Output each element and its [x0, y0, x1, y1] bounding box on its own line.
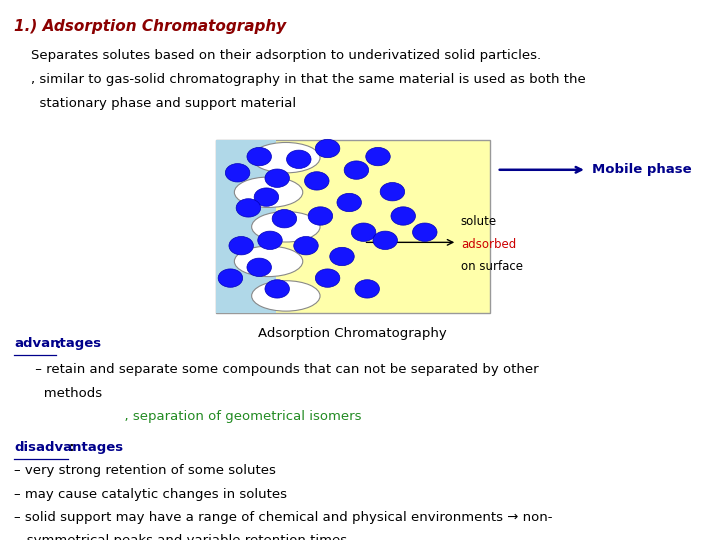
- Circle shape: [413, 223, 437, 241]
- Text: Mobile phase: Mobile phase: [592, 163, 691, 176]
- Circle shape: [247, 147, 271, 166]
- Text: – very strong retention of some solutes: – very strong retention of some solutes: [14, 464, 276, 477]
- Text: solute: solute: [461, 215, 497, 228]
- Circle shape: [265, 169, 289, 187]
- Circle shape: [391, 207, 415, 225]
- Circle shape: [258, 231, 282, 249]
- Ellipse shape: [252, 212, 320, 242]
- FancyBboxPatch shape: [216, 140, 490, 313]
- Ellipse shape: [235, 177, 302, 207]
- Circle shape: [344, 161, 369, 179]
- Text: 1.) Adsorption Chromatography: 1.) Adsorption Chromatography: [14, 19, 287, 34]
- Circle shape: [229, 237, 253, 255]
- Circle shape: [308, 207, 333, 225]
- Text: – solid support may have a range of chemical and physical environments → non-: – solid support may have a range of chem…: [14, 511, 553, 524]
- Text: adsorbed: adsorbed: [461, 238, 516, 251]
- Text: – may cause catalytic changes in solutes: – may cause catalytic changes in solutes: [14, 488, 287, 501]
- Circle shape: [315, 269, 340, 287]
- Circle shape: [305, 172, 329, 190]
- Ellipse shape: [252, 281, 320, 311]
- Circle shape: [351, 223, 376, 241]
- Text: Separates solutes based on their adsorption to underivatized solid particles.: Separates solutes based on their adsorpt…: [14, 49, 541, 62]
- Circle shape: [265, 280, 289, 298]
- Text: on surface: on surface: [461, 260, 523, 273]
- Circle shape: [225, 164, 250, 182]
- Circle shape: [355, 280, 379, 298]
- Text: stationary phase and support material: stationary phase and support material: [14, 97, 297, 110]
- Text: , separation of geometrical isomers: , separation of geometrical isomers: [14, 410, 362, 423]
- Circle shape: [366, 147, 390, 166]
- Text: advantages: advantages: [14, 338, 102, 350]
- Circle shape: [380, 183, 405, 201]
- Circle shape: [272, 210, 297, 228]
- Text: , similar to gas-solid chromatography in that the same material is used as both : , similar to gas-solid chromatography in…: [14, 73, 586, 86]
- Ellipse shape: [235, 246, 302, 276]
- Text: :: :: [68, 441, 73, 454]
- Circle shape: [337, 193, 361, 212]
- Circle shape: [330, 247, 354, 266]
- Circle shape: [287, 150, 311, 168]
- Text: :: :: [56, 338, 61, 350]
- Circle shape: [236, 199, 261, 217]
- FancyBboxPatch shape: [216, 140, 276, 313]
- Circle shape: [247, 258, 271, 276]
- Circle shape: [218, 269, 243, 287]
- Circle shape: [294, 237, 318, 255]
- Text: – retain and separate some compounds that can not be separated by other: – retain and separate some compounds tha…: [14, 363, 539, 376]
- Text: symmetrical peaks and variable retention times: symmetrical peaks and variable retention…: [14, 534, 348, 540]
- Circle shape: [373, 231, 397, 249]
- Text: methods: methods: [14, 387, 102, 400]
- Ellipse shape: [252, 143, 320, 173]
- Text: disadvantages: disadvantages: [14, 441, 124, 454]
- Circle shape: [315, 139, 340, 158]
- Text: Adsorption Chromatography: Adsorption Chromatography: [258, 327, 447, 340]
- Circle shape: [254, 188, 279, 206]
